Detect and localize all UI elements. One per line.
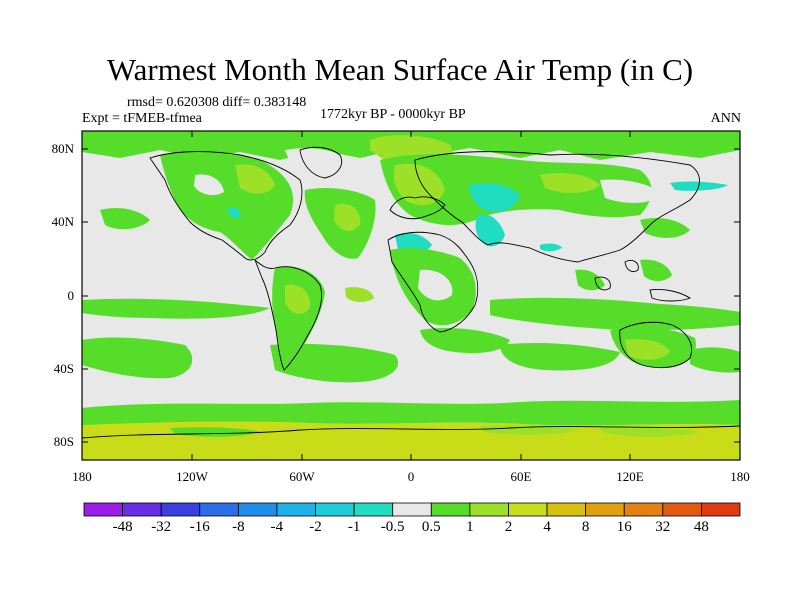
colorbar-swatch [392,502,432,517]
lat-label: 80S [53,434,74,449]
field-green [82,298,270,319]
colorbar-swatch [237,502,278,517]
season-text: ANN [710,111,741,126]
lat-label: 40S [53,361,74,376]
colorbar-label: 16 [616,519,632,535]
lon-label: 60W [289,469,315,484]
stats-text: rmsd= 0.620308 diff= 0.383148 [127,95,307,110]
colorbar-swatch [315,502,355,517]
field-green [82,400,740,426]
field-green [270,343,399,383]
colorbar-label: 8 [581,519,590,535]
colorbar-label: -48 [112,519,133,535]
colorbar-swatch [430,502,471,517]
field-grey [194,174,224,196]
field-green [420,328,510,354]
field-yellowgreen [540,173,600,193]
lon-label: 0 [407,469,415,484]
lat-label: 0 [67,288,75,303]
outline-north-america [149,151,303,261]
field-grey [600,179,660,203]
outline-australia [619,321,692,369]
colorbar-swatch [546,502,587,517]
field-cyan [540,243,562,252]
experiment-text: Expt = tFMEB-tfmea [82,111,202,126]
lon-label: 60E [510,469,532,484]
colorbar-label: 1 [466,519,474,535]
colorbar-swatch [83,502,123,517]
map-title: Warmest Month Mean Surface Air Temp (in … [106,52,694,87]
field-green [575,269,605,291]
field-green [490,297,740,331]
colorbar-label: -2 [309,519,322,535]
field-green [500,342,620,371]
field-green [82,337,193,379]
colorbar-label: 4 [543,519,551,535]
map-ticks [82,131,740,460]
colorbar-swatch [662,502,702,517]
field-green [690,347,740,373]
field-yellowgreen [285,284,311,314]
colorbar-swatch [353,502,394,517]
outline-islands [594,259,692,302]
field-yellowgreen [334,203,361,232]
outline-south-america [254,259,323,371]
colorbar-label: -16 [189,519,210,535]
colorbar-swatch [701,502,741,517]
colorbar-swatch [276,502,316,517]
outline-europe [389,196,446,220]
colorbar-label: 32 [655,519,671,535]
colorbar-swatch [585,502,625,517]
colorbar-label: 48 [693,519,709,535]
colorbar-swatch [122,502,162,517]
colorbar-label: -8 [232,519,245,535]
colorbar-label: -0.5 [380,519,405,535]
map-field [82,131,740,460]
colorbar-label: -1 [347,519,361,535]
field-green [380,154,652,226]
lon-label: 180 [730,469,750,484]
outline-greenland [299,146,343,179]
field-yellowgreen [393,163,445,206]
colorbar-swatch [199,502,239,517]
period-text: 1772kyr BP - 0000kyr BP [320,107,466,122]
lon-label: 180 [72,469,92,484]
colorbar-swatch [469,502,509,517]
colorbar-swatch [623,502,664,517]
field-green [640,259,672,282]
colorbar-label: -32 [151,519,172,535]
colorbar-swatch [508,502,548,517]
colorbar-label: -4 [270,519,284,535]
field-cyan [469,183,520,212]
outline-asia [414,151,700,263]
colorbar-label: 2 [504,519,513,535]
lon-label: 120W [176,469,208,484]
field-yellowgreen [480,425,580,435]
outline-antarctica [82,425,740,439]
lon-label: 120E [616,469,644,484]
coastlines [82,146,740,439]
colorbar-swatch [160,502,201,517]
field-yellowgreen [235,164,275,194]
outline-africa [387,231,479,333]
colorbar-label: 0.5 [421,519,441,535]
field-yellowgreen [600,427,700,437]
lat-label: 80N [51,141,74,156]
field-grey [285,148,352,169]
field-grey [418,269,453,301]
field-green [100,208,150,230]
field-cyan [475,214,505,247]
field-yellowgreen [345,287,374,303]
field-yellowgreen [625,339,670,360]
field-cyan [228,207,241,219]
lat-label: 40N [51,214,74,229]
